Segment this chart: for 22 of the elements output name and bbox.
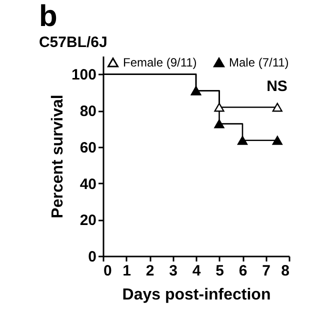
x-tick-label: 1 [122,262,131,280]
text: b [38,0,58,33]
x-tick-label: 7 [262,262,270,280]
annotation: NS [266,78,288,95]
x-tick-label: 2 [146,262,154,280]
y-tick-label: 20 [80,212,96,230]
y-tick-label: 100 [71,66,96,84]
y-tick-label: 60 [80,139,96,156]
x-tick-label: 3 [169,262,178,280]
x-tick-label: 0 [104,262,112,280]
chart-title: C57BL/6J [38,34,108,51]
x-axis-title: Days post-infection [122,286,271,304]
x-tick-label: 6 [238,262,248,280]
x-tick-label: 5 [216,262,224,280]
y-tick-label: 80 [80,103,96,120]
y-tick-label: 40 [80,176,96,193]
x-tick-label: 8 [281,262,290,280]
legend-label: Male (7/11) [229,55,289,70]
y-tick-label: 0 [88,248,96,266]
x-tick-label: 4 [192,262,202,280]
legend-label: Female (9/11) [123,55,197,70]
y-axis-title: Percent survival [49,94,66,218]
